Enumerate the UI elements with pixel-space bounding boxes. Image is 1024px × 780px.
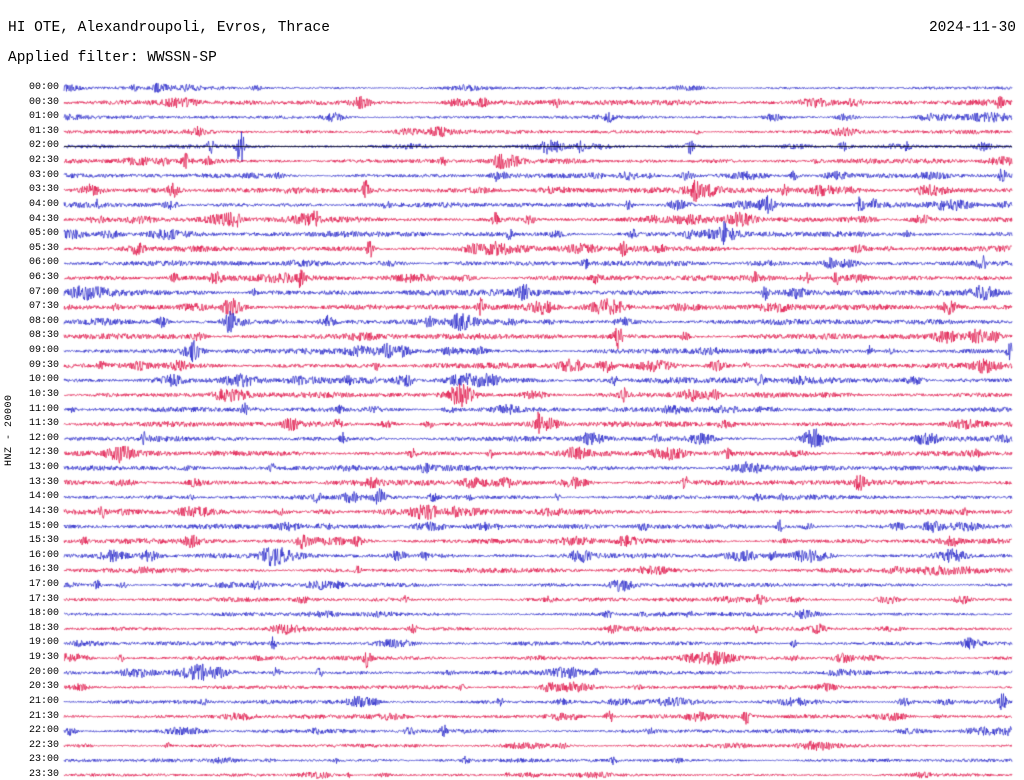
time-label-2030: 20:30 xyxy=(28,681,59,693)
time-label-1430: 14:30 xyxy=(28,505,59,517)
time-label-1930: 19:30 xyxy=(28,652,59,664)
filter-label: Applied filter: WWSSN-SP xyxy=(8,50,217,66)
channel-axis-label: HNZ - 20000 xyxy=(4,394,15,466)
time-label-2100: 21:00 xyxy=(28,695,59,707)
time-label-0330: 03:30 xyxy=(28,184,59,196)
time-label-1030: 10:30 xyxy=(28,388,59,400)
time-label-0130: 01:30 xyxy=(28,125,59,137)
time-label-0100: 01:00 xyxy=(28,111,59,123)
time-label-0630: 06:30 xyxy=(28,272,59,284)
time-label-0930: 09:30 xyxy=(28,359,59,371)
time-label-0400: 04:00 xyxy=(28,198,59,210)
time-label-2330: 23:30 xyxy=(28,769,59,780)
time-label-1000: 10:00 xyxy=(28,374,59,386)
time-label-2230: 22:30 xyxy=(28,739,59,751)
time-label-0600: 06:00 xyxy=(28,257,59,269)
time-label-1300: 13:00 xyxy=(28,462,59,474)
record-date: 2024-11-30 xyxy=(928,20,1016,36)
time-label-2300: 23:00 xyxy=(28,754,59,766)
time-label-0200: 02:00 xyxy=(28,140,59,152)
time-label-1200: 12:00 xyxy=(28,432,59,444)
time-label-0730: 07:30 xyxy=(28,301,59,313)
time-label-1800: 18:00 xyxy=(28,608,59,620)
time-label-1400: 14:00 xyxy=(28,491,59,503)
time-label-1130: 11:30 xyxy=(28,418,59,430)
time-label-1330: 13:30 xyxy=(28,476,59,488)
time-label-1230: 12:30 xyxy=(28,447,59,459)
time-label-0000: 00:00 xyxy=(28,82,59,93)
time-label-1600: 16:00 xyxy=(28,549,59,561)
time-label-2130: 21:30 xyxy=(28,710,59,722)
time-label-1100: 11:00 xyxy=(28,403,59,415)
time-label-1830: 18:30 xyxy=(28,622,59,634)
time-label-1530: 15:30 xyxy=(28,535,59,547)
time-label-0800: 08:00 xyxy=(28,315,59,327)
time-label-0830: 08:30 xyxy=(28,330,59,342)
time-label-2200: 22:00 xyxy=(28,725,59,737)
time-axis: 00:00 00:30 01:00 01:30 02:00 02:30 03:00 03:30… xyxy=(0,0,64,780)
time-label-1700: 17:00 xyxy=(28,578,59,590)
time-label-1900: 19:00 xyxy=(28,637,59,649)
header-row: HI OTE, Alexandroupoli, Evros, Thrace 20… xyxy=(8,20,1016,36)
time-label-0230: 02:30 xyxy=(28,155,59,167)
time-label-1500: 15:00 xyxy=(28,520,59,532)
time-label-1630: 16:30 xyxy=(28,564,59,576)
time-label-2000: 20:00 xyxy=(28,666,59,678)
time-label-0700: 07:00 xyxy=(28,286,59,298)
time-label-0300: 03:00 xyxy=(28,169,59,181)
time-label-0500: 05:00 xyxy=(28,228,59,240)
time-label-0030: 00:30 xyxy=(28,96,59,108)
time-label-0430: 04:30 xyxy=(28,213,59,225)
time-label-1730: 17:30 xyxy=(28,593,59,605)
station-title: HI OTE, Alexandroupoli, Evros, Thrace xyxy=(8,20,330,36)
time-label-0900: 09:00 xyxy=(28,345,59,357)
time-label-0530: 05:30 xyxy=(28,242,59,254)
